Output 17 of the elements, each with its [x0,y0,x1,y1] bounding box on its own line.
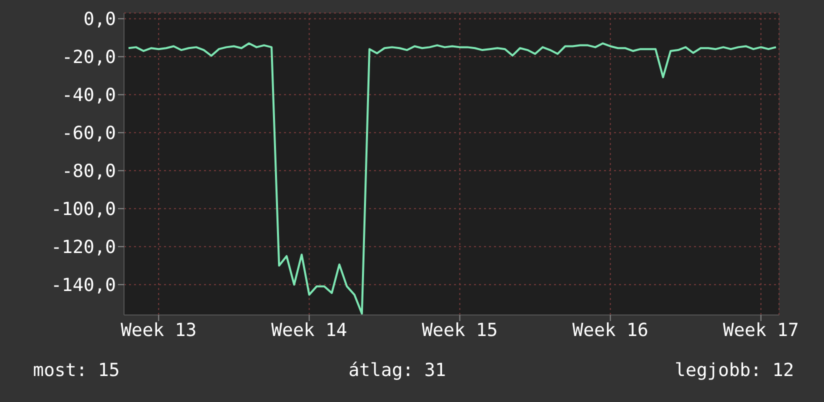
line-series [128,42,777,315]
y-tick-label: -60,0 [62,123,116,144]
y-tick-label: -120,0 [50,237,116,258]
text: legjobb: 12 [674,360,794,381]
x-tick-label: Week 14 [271,320,348,341]
text: átlag: 31 [348,360,446,381]
text: most: 15 [33,360,120,381]
y-tick-label: -20,0 [62,47,116,68]
x-tick-label: Week 15 [422,320,498,341]
y-tick-label: -140,0 [50,275,116,296]
x-tick-label: Week 13 [120,320,197,341]
y-tick-label: -80,0 [62,161,116,182]
y-tick-label: -100,0 [50,199,116,220]
y-tick-label: -40,0 [62,85,116,106]
x-tick-label: Week 17 [723,320,799,341]
x-tick-label: Week 16 [572,320,648,341]
y-tick-label: 0,0 [83,9,116,30]
